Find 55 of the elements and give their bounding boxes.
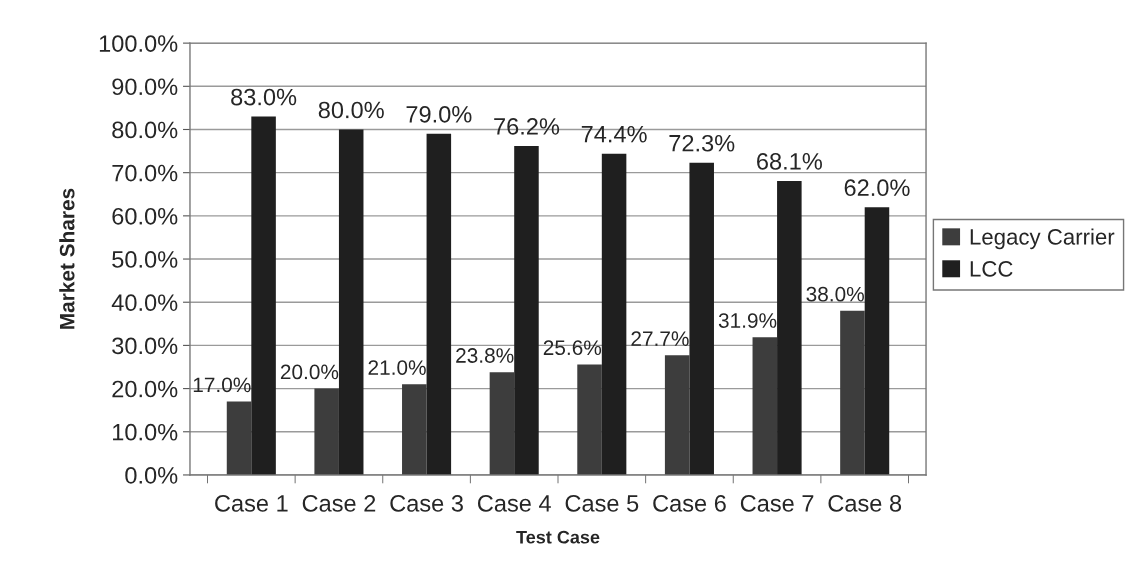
x-tick-label: Case 5 bbox=[565, 495, 639, 512]
bar bbox=[840, 310, 865, 475]
bar bbox=[689, 162, 714, 475]
bar bbox=[489, 372, 515, 475]
y-tick-label: 70.0% bbox=[112, 164, 178, 182]
x-tick-label: Case 6 bbox=[653, 495, 726, 512]
y-tick-label: 20.0% bbox=[112, 380, 178, 398]
x-tick-label: Case 4 bbox=[477, 495, 551, 512]
data-label: 20.0% bbox=[280, 364, 339, 380]
bar bbox=[777, 180, 802, 475]
bar bbox=[577, 364, 602, 475]
bar bbox=[664, 355, 690, 475]
data-label: 25.6% bbox=[543, 340, 602, 356]
bar bbox=[338, 129, 364, 475]
x-tick-label: Case 2 bbox=[302, 495, 376, 512]
data-label: 31.9% bbox=[718, 313, 777, 328]
y-tick-label: 90.0% bbox=[112, 78, 178, 96]
y-tick-label: 30.0% bbox=[112, 337, 178, 355]
bar bbox=[864, 207, 890, 475]
y-tick-label: 60.0% bbox=[112, 207, 178, 225]
y-tick-label: 80.0% bbox=[112, 121, 178, 139]
data-label: 21.0% bbox=[368, 360, 426, 375]
bar bbox=[226, 401, 252, 475]
y-tick-label: 0.0% bbox=[125, 467, 178, 484]
bar bbox=[251, 116, 276, 475]
data-label: 79.0% bbox=[406, 105, 472, 123]
bar bbox=[752, 337, 778, 475]
bar bbox=[402, 384, 427, 475]
data-label: 76.2% bbox=[494, 118, 560, 135]
data-label: 83.0% bbox=[231, 88, 297, 106]
legend-label: Legacy Carrier bbox=[970, 228, 1115, 250]
x-axis-title: Test Case bbox=[516, 530, 600, 544]
y-tick-label: 10.0% bbox=[113, 423, 178, 441]
y-tick-label: 40.0% bbox=[111, 294, 178, 312]
data-label: 72.3% bbox=[669, 134, 735, 152]
x-tick-label: Case 8 bbox=[828, 495, 902, 512]
x-tick-label: Case 7 bbox=[740, 495, 814, 512]
data-label: 62.0% bbox=[844, 179, 910, 197]
data-label: 38.0% bbox=[806, 286, 864, 302]
bar bbox=[601, 153, 627, 475]
bar bbox=[514, 145, 539, 475]
data-label: 23.8% bbox=[456, 348, 514, 363]
legend-label: LCC bbox=[970, 260, 1013, 277]
data-label: 68.1% bbox=[757, 153, 822, 170]
y-axis-title: Market Shares bbox=[59, 188, 75, 329]
bar bbox=[426, 133, 452, 475]
data-label: 17.0% bbox=[193, 377, 251, 393]
y-tick-label: 100.0% bbox=[99, 35, 178, 52]
data-label: 80.0% bbox=[318, 101, 384, 119]
data-label: 74.4% bbox=[581, 125, 647, 143]
bar bbox=[314, 388, 339, 475]
x-tick-label: Case 1 bbox=[215, 495, 288, 512]
data-label: 27.7% bbox=[631, 331, 689, 346]
y-tick-label: 50.0% bbox=[112, 251, 178, 268]
x-tick-label: Case 3 bbox=[390, 495, 463, 512]
